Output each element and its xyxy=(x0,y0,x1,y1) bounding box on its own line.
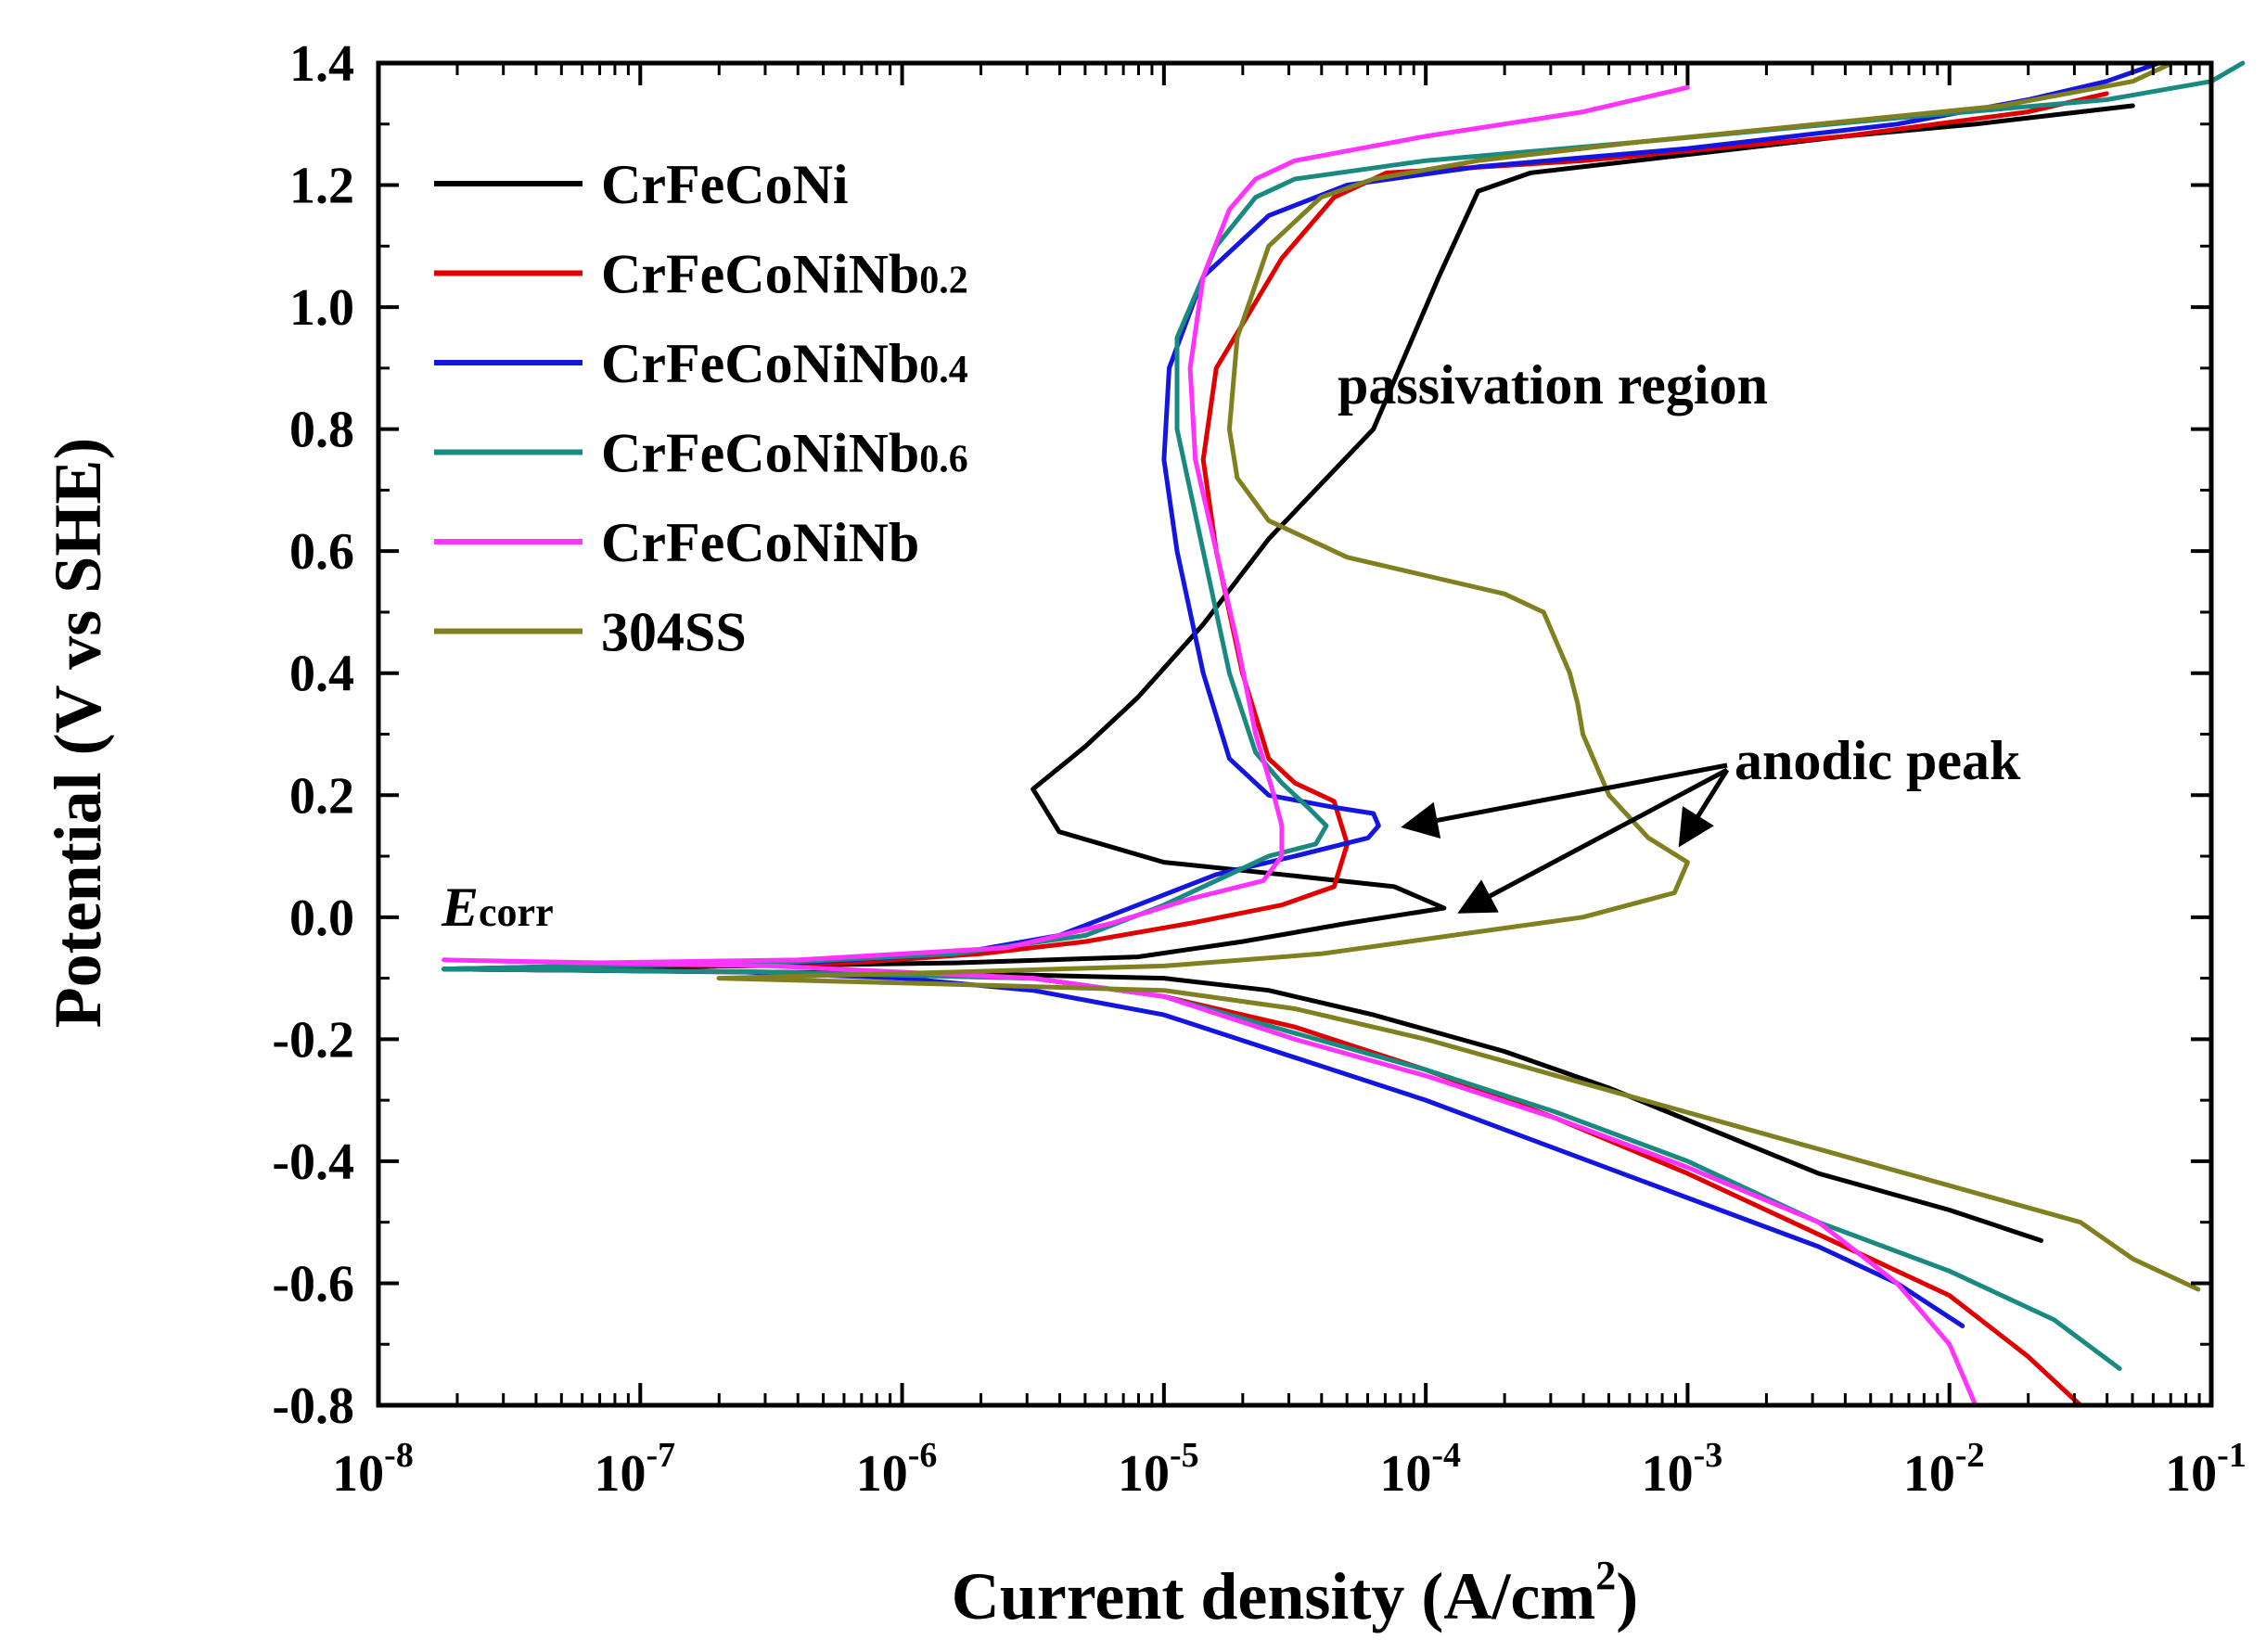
x-tick-labels: 10-8 10-7 10-6 10-5 10-4 10-3 10-2 10-1 xyxy=(332,1436,2247,1503)
arrow-to-alloy-peak xyxy=(1401,762,1728,839)
annotation-ecorr-sub: corr xyxy=(479,890,554,935)
x-tick-base: 10 xyxy=(1118,1445,1170,1503)
legend-label-main: CrFeCoNiNb xyxy=(601,333,919,394)
legend-label-2: CrFeCoNiNb0.4 xyxy=(601,333,968,394)
legend-label-sub: 0.2 xyxy=(919,260,968,302)
x-tick-exp: -6 xyxy=(908,1436,938,1475)
y-tick-label: 0.0 xyxy=(289,890,354,947)
y-tick-label: 0.4 xyxy=(289,646,354,703)
x-tick-base: 10 xyxy=(1903,1445,1955,1503)
y-tick-label: 0.8 xyxy=(289,402,354,459)
x-tick-label: 10-3 xyxy=(1642,1436,1723,1503)
x-tick-label: 10-5 xyxy=(1118,1436,1199,1503)
x-tick-base: 10 xyxy=(1379,1445,1431,1503)
y-tick-label: 0.2 xyxy=(289,767,354,825)
legend-label-5: 304SS xyxy=(601,602,747,663)
legend-label-1: CrFeCoNiNb0.2 xyxy=(601,244,968,305)
x-tick-exp: -4 xyxy=(1431,1436,1461,1475)
legend-label-sub: 0.4 xyxy=(919,349,968,391)
x-tick-exp: -5 xyxy=(1170,1436,1199,1475)
legend: CrFeCoNiCrFeCoNiNb0.2CrFeCoNiNb0.4CrFeCo… xyxy=(434,154,968,663)
legend-label-main: CrFeCoNiNb xyxy=(601,512,919,573)
y-tick-label: -0.6 xyxy=(272,1255,354,1313)
y-tick-label: 1.2 xyxy=(289,158,354,215)
arrow-to-crfeconi-peak xyxy=(1457,767,1729,914)
x-tick-base: 10 xyxy=(1642,1445,1694,1503)
x-tick-base: 10 xyxy=(594,1445,646,1503)
y-tick-label: -0.4 xyxy=(272,1133,354,1191)
x-axis-title-end: ) xyxy=(1616,1559,1638,1633)
y-tick-label: 1.4 xyxy=(289,35,354,93)
x-axis-title-main: Current density (A/cm xyxy=(952,1559,1596,1633)
y-tick-label: -0.8 xyxy=(272,1377,354,1435)
y-tick-label: -0.2 xyxy=(272,1011,354,1069)
annotation-passivation: passivation region xyxy=(1338,354,1768,416)
legend-label-main: 304SS xyxy=(601,602,747,663)
x-tick-base: 10 xyxy=(2165,1445,2217,1503)
ticks-layer xyxy=(377,61,2213,1407)
x-tick-label: 10-7 xyxy=(594,1436,675,1503)
y-tick-label: 0.6 xyxy=(289,523,354,581)
legend-label-3: CrFeCoNiNb0.6 xyxy=(601,423,968,484)
legend-label-main: CrFeCoNi xyxy=(601,154,849,215)
series-line-5 xyxy=(716,60,2201,1292)
x-tick-label: 10-4 xyxy=(1379,1436,1461,1503)
x-tick-exp: -8 xyxy=(384,1436,414,1475)
y-tick-label: 1.0 xyxy=(289,279,354,337)
series-line-1 xyxy=(442,91,2109,1408)
x-tick-exp: -3 xyxy=(1694,1436,1723,1475)
series-layer xyxy=(442,60,2246,1408)
x-tick-base: 10 xyxy=(332,1445,384,1503)
x-tick-label: 10-1 xyxy=(2165,1436,2247,1503)
arrow-to-304ss-peak xyxy=(1678,768,1730,848)
x-tick-label: 10-2 xyxy=(1903,1436,1985,1503)
x-axis-title: Current density (A/cm2) xyxy=(952,1553,1639,1633)
series-line-0 xyxy=(442,103,2135,1243)
series-line-4 xyxy=(442,84,1978,1408)
legend-label-main: CrFeCoNiNb xyxy=(601,244,919,305)
x-tick-exp: -1 xyxy=(2217,1436,2247,1475)
series-line-3 xyxy=(442,60,2246,1371)
legend-label-sub: 0.6 xyxy=(919,439,968,481)
legend-label-main: CrFeCoNiNb xyxy=(601,423,919,484)
y-axis-title: Potential (V vs SHE) xyxy=(41,438,115,1029)
annotation-anodic-peak: anodic peak xyxy=(1735,730,2021,791)
x-tick-exp: -2 xyxy=(1955,1436,1985,1475)
anodic-peak-arrows xyxy=(1401,762,1730,914)
x-tick-exp: -7 xyxy=(646,1436,675,1475)
x-axis-title-sup: 2 xyxy=(1595,1553,1616,1598)
series-line-2 xyxy=(442,60,2161,1328)
x-tick-label: 10-6 xyxy=(856,1436,938,1503)
annotation-ecorr: Ecorr xyxy=(441,877,554,938)
x-tick-label: 10-8 xyxy=(332,1436,414,1503)
y-tick-labels: 1.4 1.2 1.0 0.8 0.6 0.4 0.2 0.0 -0.2 -0.4 -0.6 -0.8 xyxy=(272,35,354,1435)
legend-label-4: CrFeCoNiNb xyxy=(601,512,919,573)
legend-label-0: CrFeCoNi xyxy=(601,154,849,215)
annotation-ecorr-main: E xyxy=(441,877,479,938)
x-tick-base: 10 xyxy=(856,1445,908,1503)
